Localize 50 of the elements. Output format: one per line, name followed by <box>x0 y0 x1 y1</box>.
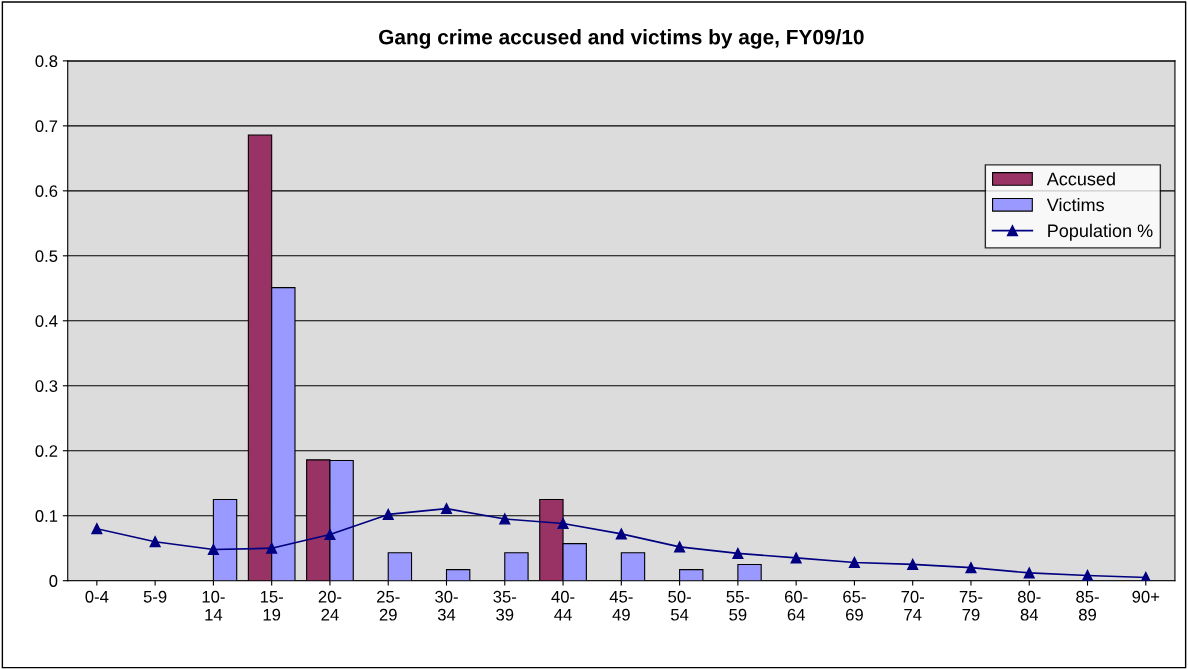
point <box>1081 569 1094 581</box>
x-tick-label: 60- 64 <box>784 590 808 621</box>
point <box>324 529 336 541</box>
point <box>965 562 977 574</box>
y-tick-label: 0.5 <box>35 250 58 263</box>
x-tick-label: 40- 44 <box>551 590 575 621</box>
x-tick-label: 85- 89 <box>1076 590 1099 621</box>
y-tick-label: 0.6 <box>35 185 58 198</box>
x-tick-label: 30- 34 <box>435 590 458 621</box>
x-tick-label: 45- 49 <box>609 591 633 621</box>
point <box>674 541 686 553</box>
x-tick-label: 35- 39 <box>493 590 517 621</box>
point <box>149 536 161 548</box>
legend-label: Population % <box>1048 223 1153 241</box>
point <box>499 513 511 525</box>
point <box>1023 567 1035 579</box>
point <box>732 547 744 559</box>
y-tick-label: 0.8 <box>35 55 58 68</box>
x-tick-label: 25- 29 <box>377 590 400 621</box>
x-tick-label: 10- 14 <box>202 590 225 621</box>
point <box>907 558 919 571</box>
x-tick-label: 55- 59 <box>726 591 750 621</box>
point <box>207 543 219 556</box>
x-tick-label: 65- 69 <box>843 590 866 621</box>
point <box>440 503 453 515</box>
x-tick-label: 50- 54 <box>668 590 691 621</box>
x-tick-label: 80- 84 <box>1017 590 1041 621</box>
point <box>848 556 860 569</box>
point <box>790 552 802 564</box>
x-tick-label: 5-9 <box>143 590 167 603</box>
x-tick-label: 15- 19 <box>260 591 283 621</box>
x-tick-label: 0-4 <box>85 590 109 603</box>
point <box>91 523 103 535</box>
point <box>266 542 278 554</box>
point <box>382 508 394 520</box>
y-tick-label: 0.2 <box>35 445 58 457</box>
point <box>557 517 569 530</box>
x-tick-label: 90+ <box>1132 590 1160 603</box>
y-tick-label: 0.4 <box>35 315 58 327</box>
y-tick-label: 0.7 <box>35 120 58 133</box>
x-tick-label: 20- 24 <box>318 590 342 621</box>
x-tick-label: 75- 79 <box>959 591 983 621</box>
chart-title: Gang crime accused and victims by age, FY09/10 <box>379 29 864 49</box>
y-tick-label: 0.3 <box>35 380 58 392</box>
point <box>615 528 627 540</box>
y-tick-label: 0 <box>49 575 58 587</box>
y-tick-label: 0.1 <box>35 510 58 522</box>
x-tick-label: 70- 74 <box>901 590 924 621</box>
legend-label: Victims <box>1046 198 1104 212</box>
legend-label: Accused <box>1046 172 1115 186</box>
